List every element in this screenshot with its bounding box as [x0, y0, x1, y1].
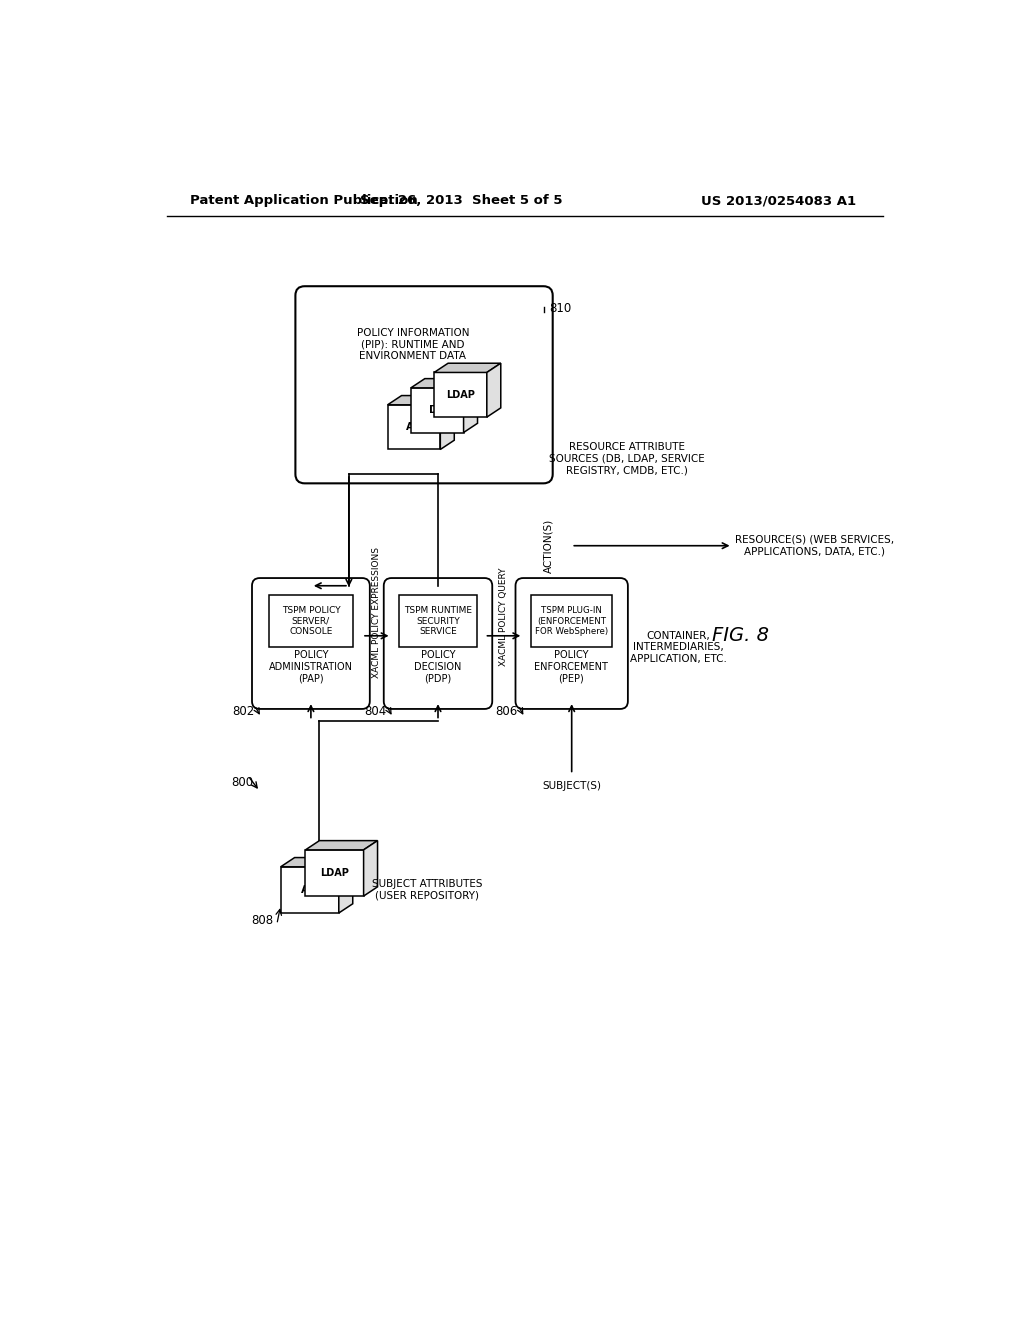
Text: RESOURCE ATTRIBUTE
SOURCES (DB, LDAP, SERVICE
REGISTRY, CMDB, ETC.): RESOURCE ATTRIBUTE SOURCES (DB, LDAP, SE… — [549, 442, 705, 475]
Text: Sep. 26, 2013  Sheet 5 of 5: Sep. 26, 2013 Sheet 5 of 5 — [360, 194, 562, 207]
Text: 800: 800 — [230, 776, 253, 788]
Polygon shape — [364, 841, 378, 896]
Text: AD: AD — [301, 884, 318, 895]
Bar — [281, 867, 339, 913]
Text: POLICY
ENFORCEMENT
(PEP): POLICY ENFORCEMENT (PEP) — [535, 649, 608, 684]
Polygon shape — [486, 363, 501, 417]
FancyBboxPatch shape — [252, 578, 370, 709]
Bar — [305, 850, 364, 896]
Text: XACML POLICY EXPRESSIONS: XACML POLICY EXPRESSIONS — [373, 548, 381, 678]
Text: SUBJECT ATTRIBUTES
(USER REPOSITORY): SUBJECT ATTRIBUTES (USER REPOSITORY) — [372, 879, 482, 900]
FancyBboxPatch shape — [384, 578, 493, 709]
Text: 810: 810 — [549, 302, 571, 315]
Bar — [388, 405, 440, 449]
Text: 806: 806 — [496, 705, 518, 718]
Text: TSPM RUNTIME
SECURITY
SERVICE: TSPM RUNTIME SECURITY SERVICE — [404, 606, 472, 636]
Text: Patent Application Publication: Patent Application Publication — [190, 194, 418, 207]
Bar — [434, 372, 486, 417]
Bar — [399, 595, 477, 647]
Text: XACML POLICY QUERY: XACML POLICY QUERY — [500, 568, 508, 665]
Polygon shape — [305, 841, 378, 850]
Polygon shape — [339, 858, 352, 913]
Polygon shape — [464, 379, 477, 433]
Polygon shape — [388, 396, 455, 405]
Polygon shape — [440, 396, 455, 449]
Text: TSPM POLICY
SERVER/
CONSOLE: TSPM POLICY SERVER/ CONSOLE — [282, 606, 340, 636]
Polygon shape — [411, 379, 477, 388]
Text: AD: AD — [406, 422, 422, 432]
Text: US 2013/0254083 A1: US 2013/0254083 A1 — [701, 194, 856, 207]
Text: ACTION(S): ACTION(S) — [543, 519, 553, 573]
Text: 804: 804 — [364, 705, 386, 718]
Text: SUBJECT(S): SUBJECT(S) — [542, 781, 601, 791]
Polygon shape — [281, 858, 352, 867]
Polygon shape — [434, 363, 501, 372]
Bar — [411, 388, 464, 433]
Text: FIG. 8: FIG. 8 — [712, 626, 769, 645]
Text: TSPM PLUG-IN
(ENFORCEMENT
FOR WebSphere): TSPM PLUG-IN (ENFORCEMENT FOR WebSphere) — [535, 606, 608, 636]
Bar — [269, 595, 352, 647]
FancyBboxPatch shape — [515, 578, 628, 709]
Bar — [531, 595, 612, 647]
FancyBboxPatch shape — [295, 286, 553, 483]
Text: 802: 802 — [232, 705, 254, 718]
Text: RESOURCE(S) (WEB SERVICES,
APPLICATIONS, DATA, ETC.): RESOURCE(S) (WEB SERVICES, APPLICATIONS,… — [735, 535, 894, 557]
Text: LDAP: LDAP — [321, 869, 349, 878]
Text: LDAP: LDAP — [446, 389, 475, 400]
Text: POLICY
DECISION
(PDP): POLICY DECISION (PDP) — [415, 649, 462, 684]
Text: POLICY INFORMATION
(PIP): RUNTIME AND
ENVIRONMENT DATA: POLICY INFORMATION (PIP): RUNTIME AND EN… — [356, 327, 469, 360]
Text: DB: DB — [429, 405, 445, 416]
Text: 808: 808 — [252, 915, 273, 927]
Text: POLICY
ADMINISTRATION
(PAP): POLICY ADMINISTRATION (PAP) — [269, 649, 353, 684]
Text: CONTAINER,
INTERMEDIARIES,
APPLICATION, ETC.: CONTAINER, INTERMEDIARIES, APPLICATION, … — [630, 631, 727, 664]
